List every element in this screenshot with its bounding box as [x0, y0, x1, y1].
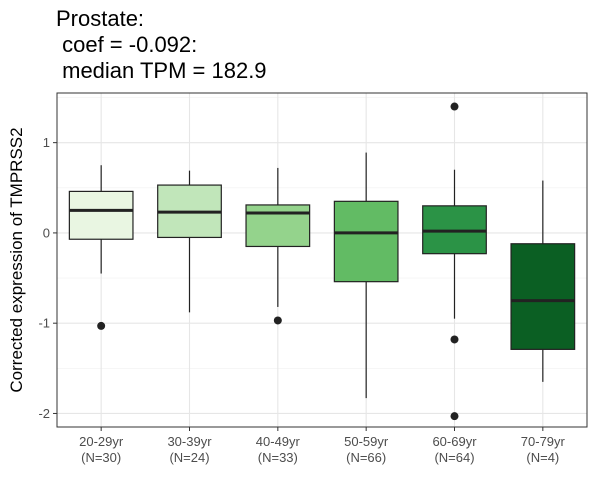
x-tick-sample-size: (N=30) — [81, 450, 121, 465]
y-tick-label: -2 — [38, 406, 50, 421]
box-iqr — [510, 243, 576, 350]
y-tick-label: 1 — [43, 135, 50, 150]
x-tick-sample-size: (N=33) — [258, 450, 298, 465]
outlier-point — [273, 316, 282, 325]
x-tick-label: 70-79yr — [521, 434, 566, 449]
box-group-30-39yr — [157, 170, 222, 313]
y-tick-label: -1 — [38, 316, 50, 331]
axes: 10-1-220-29yr(N=30)30-39yr(N=24)40-49yr(… — [38, 135, 565, 465]
chart-title: Prostate: coef = -0.092: median TPM = 18… — [56, 6, 267, 84]
x-tick-label: 20-29yr — [79, 434, 124, 449]
x-tick-sample-size: (N=66) — [346, 450, 386, 465]
box-group-50-59yr — [333, 152, 399, 399]
box-group-20-29yr — [68, 165, 134, 330]
gridlines — [57, 93, 587, 427]
y-axis-title: Corrected expression of TMPRSS2 — [7, 127, 26, 392]
box-group-60-69yr — [422, 102, 487, 421]
y-tick-label: 0 — [43, 225, 50, 240]
plot-panel-border — [56, 92, 588, 428]
box-group-70-79yr — [510, 180, 576, 382]
box-iqr — [245, 204, 311, 248]
chart-title-line-2: coef = -0.092: — [56, 32, 198, 57]
outlier-point — [97, 321, 106, 330]
plot-panel-background — [57, 93, 587, 427]
boxplot-series — [68, 102, 576, 421]
x-tick-label: 50-59yr — [344, 434, 389, 449]
box-iqr — [68, 190, 134, 240]
x-tick-sample-size: (N=24) — [169, 450, 209, 465]
chart-title-line-1: Prostate: — [56, 6, 145, 31]
chart-title-line-3: median TPM = 182.9 — [56, 58, 267, 83]
outlier-point — [450, 412, 459, 421]
x-tick-label: 30-39yr — [167, 434, 212, 449]
x-tick-sample-size: (N=64) — [434, 450, 474, 465]
box-group-40-49yr — [245, 167, 311, 325]
outlier-point — [450, 335, 459, 344]
x-tick-sample-size: (N=4) — [526, 450, 559, 465]
outlier-point — [450, 102, 459, 111]
box-iqr — [333, 200, 399, 283]
x-tick-label: 40-49yr — [256, 434, 301, 449]
x-tick-label: 60-69yr — [432, 434, 477, 449]
